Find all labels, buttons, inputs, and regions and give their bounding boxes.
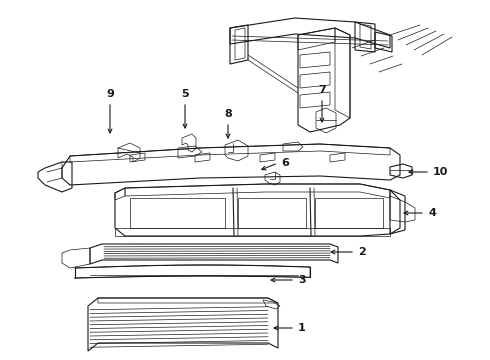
Text: 9: 9 (106, 89, 114, 99)
Text: 10: 10 (433, 167, 448, 177)
Text: 5: 5 (181, 89, 189, 99)
Text: 8: 8 (224, 109, 232, 119)
Text: 4: 4 (428, 208, 436, 218)
Text: 6: 6 (281, 158, 289, 168)
Text: 1: 1 (298, 323, 306, 333)
Text: 7: 7 (318, 85, 326, 95)
Text: 2: 2 (358, 247, 366, 257)
Text: 3: 3 (298, 275, 306, 285)
